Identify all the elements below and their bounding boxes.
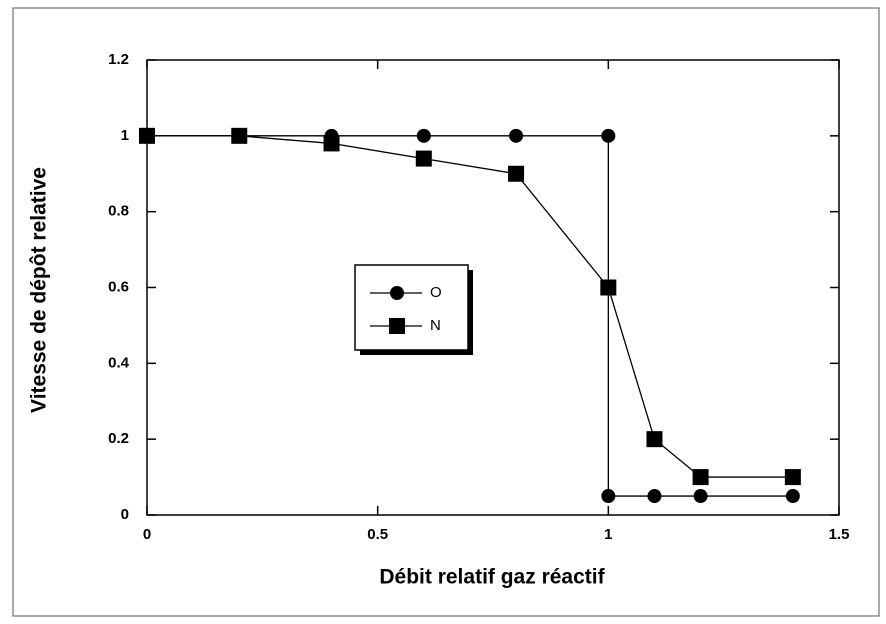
- legend: ON: [354, 264, 473, 355]
- marker: [508, 165, 525, 182]
- marker: [601, 489, 616, 504]
- x-tick-label: 1: [604, 526, 612, 543]
- marker: [324, 128, 339, 143]
- y-axis-label: Vitesse de dépôt relative: [28, 167, 51, 413]
- marker: [692, 469, 709, 486]
- marker: [647, 489, 662, 504]
- legend-marker: [390, 286, 404, 300]
- legend-label: N: [430, 317, 441, 334]
- marker: [415, 150, 432, 167]
- legend-label: O: [430, 284, 442, 301]
- x-axis-label: Débit relatif gaz réactif: [379, 566, 605, 589]
- marker: [693, 489, 708, 504]
- legend-box: [354, 264, 469, 351]
- marker: [232, 128, 247, 143]
- marker: [509, 128, 524, 143]
- y-tick-label: 1.2: [108, 51, 129, 68]
- frame: [12, 7, 880, 617]
- y-tick-label: 0.8: [108, 203, 129, 220]
- y-tick-label: 1: [121, 127, 129, 144]
- marker: [140, 128, 154, 143]
- x-tick-label: 0: [143, 526, 151, 543]
- marker: [646, 431, 663, 448]
- marker: [416, 128, 431, 143]
- x-tick-label: 1.5: [829, 526, 850, 543]
- y-tick-label: 0.6: [108, 278, 129, 295]
- marker: [600, 279, 617, 296]
- marker: [601, 128, 616, 143]
- y-tick-label: 0.4: [108, 354, 130, 371]
- series-line: [147, 135, 793, 497]
- plot-area: [146, 59, 840, 516]
- marker: [784, 469, 801, 486]
- marker: [785, 489, 800, 504]
- y-tick-label: 0.2: [108, 430, 129, 447]
- legend-marker: [389, 318, 405, 334]
- y-tick-label: 0: [121, 506, 129, 523]
- x-tick-label: 0.5: [367, 526, 388, 543]
